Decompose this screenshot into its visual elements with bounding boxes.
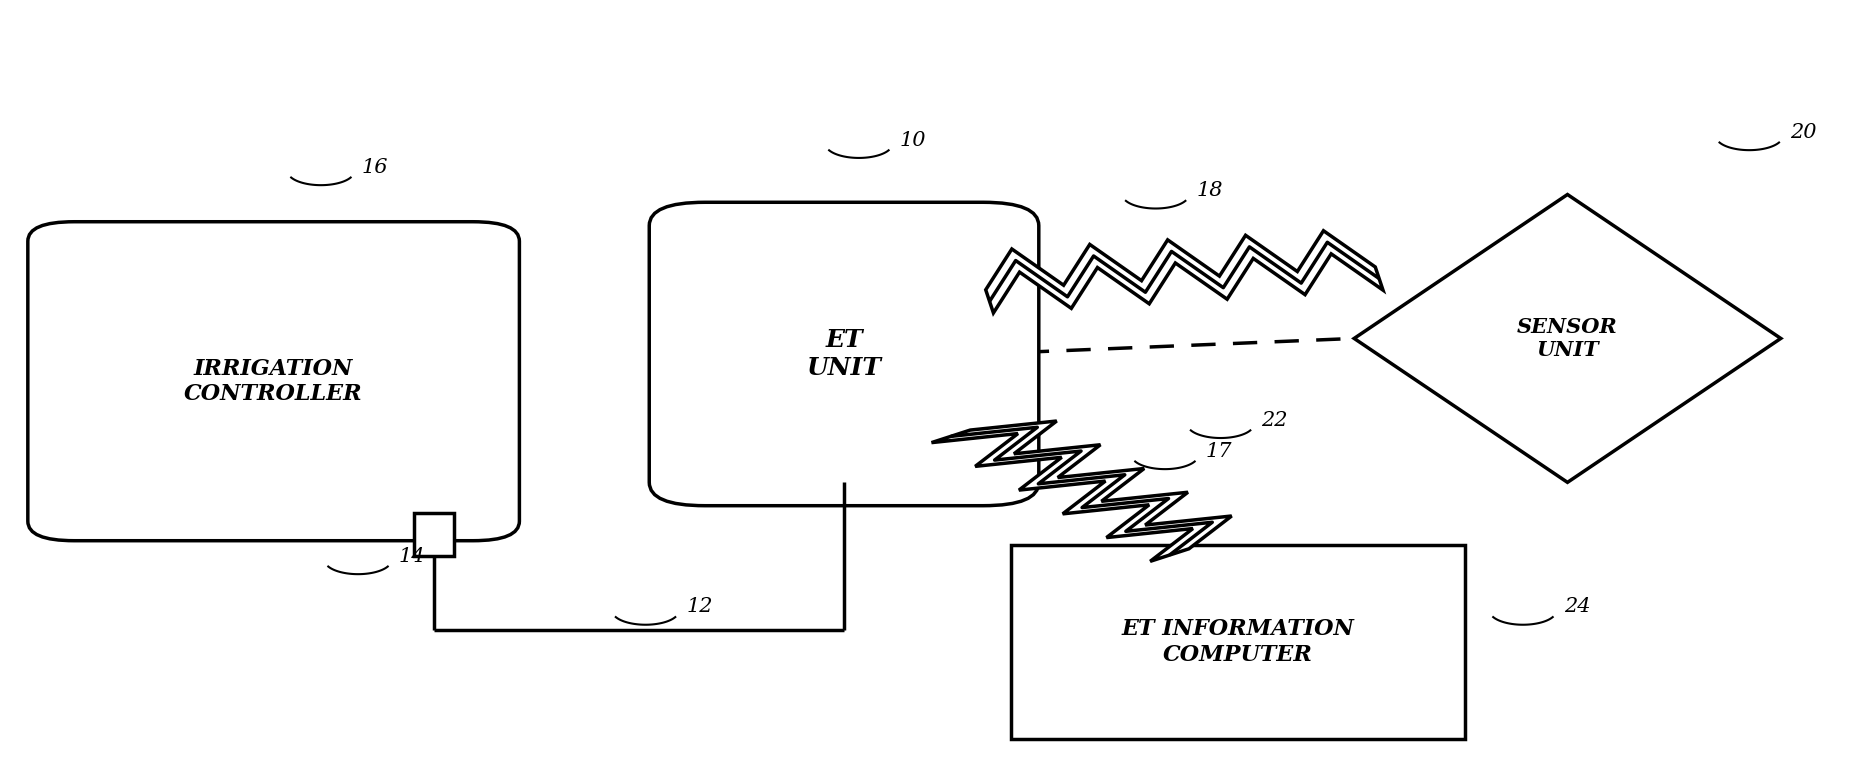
Text: 18: 18 [1196,181,1222,200]
Text: 24: 24 [1564,598,1590,616]
FancyBboxPatch shape [649,202,1039,506]
Text: 16: 16 [362,158,388,177]
Text: 20: 20 [1790,123,1816,142]
Text: 14: 14 [399,547,425,566]
Polygon shape [985,231,1384,313]
Text: IRRIGATION
CONTROLLER: IRRIGATION CONTROLLER [184,358,364,405]
Text: 10: 10 [900,131,926,149]
Text: ET INFORMATION
COMPUTER: ET INFORMATION COMPUTER [1122,619,1354,665]
Text: 12: 12 [686,598,712,616]
Text: ET
UNIT: ET UNIT [807,328,881,380]
Bar [414,513,454,556]
Bar [1011,545,1465,739]
Polygon shape [1354,194,1781,482]
Polygon shape [931,421,1232,562]
Text: 17: 17 [1206,442,1232,461]
Text: 22: 22 [1261,411,1287,429]
Text: SENSOR
UNIT: SENSOR UNIT [1517,317,1618,360]
FancyBboxPatch shape [28,222,519,541]
